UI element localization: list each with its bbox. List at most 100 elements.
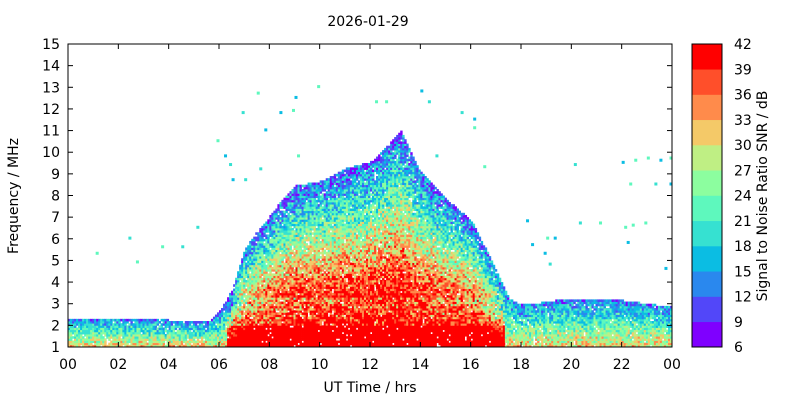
heatmap-cell: [295, 342, 298, 346]
heatmap-cell: [237, 344, 240, 347]
heatmap-cell: [311, 299, 315, 302]
heatmap-cell: [265, 253, 268, 257]
heatmap-cell: [120, 338, 123, 341]
heatmap-cell: [237, 301, 240, 305]
heatmap-cell: [265, 312, 268, 315]
heatmap-cell: [283, 336, 286, 339]
heatmap-cell: [281, 292, 284, 296]
heatmap-cell: [108, 318, 111, 322]
heatmap-cell: [293, 342, 296, 346]
heatmap-cell: [124, 331, 127, 335]
heatmap-cell: [301, 336, 304, 339]
heatmap-cell: [212, 340, 216, 344]
heatmap-cell: [146, 325, 149, 328]
heatmap-cell: [299, 282, 302, 285]
heatmap-cell: [305, 191, 308, 194]
heatmap-cell: [301, 245, 304, 248]
heatmap-cell: [108, 334, 111, 337]
heatmap-cell: [229, 295, 232, 298]
heatmap-cell: [307, 342, 310, 346]
heatmap-cell: [309, 342, 313, 346]
heatmap-cell: [279, 204, 282, 207]
heatmap-cell: [90, 321, 93, 324]
heatmap-cell: [267, 249, 270, 253]
heatmap-cell: [285, 305, 288, 309]
heatmap-cell: [281, 260, 284, 263]
heatmap-cell: [283, 312, 286, 315]
heatmap-cell: [156, 338, 159, 341]
heatmap-cell: [227, 318, 230, 322]
heatmap-cell: [311, 295, 315, 298]
heatmap-cell: [305, 282, 308, 285]
heatmap-cell: [269, 288, 272, 292]
heatmap-cell: [204, 329, 208, 333]
heatmap-cell: [146, 327, 149, 331]
heatmap-cell: [295, 251, 298, 255]
heatmap-cell: [269, 260, 272, 263]
heatmap-cell: [245, 275, 248, 279]
heatmap-cell: [208, 334, 212, 337]
heatmap-cell: [265, 292, 268, 296]
heatmap-cell: [84, 342, 87, 346]
heatmap-cell: [245, 340, 248, 344]
heatmap-cell: [265, 305, 268, 309]
heatmap-cell: [269, 340, 272, 344]
heatmap-cell: [307, 225, 310, 229]
heatmap-cell: [88, 342, 91, 346]
heatmap-cell: [112, 334, 115, 337]
heatmap-cell: [98, 340, 101, 344]
heatmap-cell: [214, 314, 218, 318]
heatmap-cell: [277, 271, 280, 274]
heatmap-cell: [303, 321, 306, 324]
heatmap-cell: [285, 279, 288, 283]
heatmap-cell: [267, 219, 270, 222]
heatmap-cell: [299, 191, 302, 194]
heatmap-cell: [299, 316, 302, 320]
heatmap-cell: [303, 208, 306, 212]
heatmap-cell: [166, 336, 170, 339]
heatmap-cell: [88, 336, 91, 339]
heatmap-cell: [76, 340, 79, 344]
heatmap-cell: [200, 323, 204, 326]
heatmap-cell: [259, 316, 262, 320]
heatmap-cell: [295, 284, 298, 287]
heatmap-cell: [84, 318, 87, 322]
heatmap-cell: [130, 340, 133, 344]
heatmap-cell: [297, 245, 300, 248]
heatmap-cell: [293, 340, 296, 344]
heatmap-cell: [204, 338, 208, 341]
heatmap-cell: [285, 342, 288, 346]
heatmap-cell: [255, 247, 258, 250]
heatmap-cell: [102, 327, 105, 331]
heatmap-cell: [227, 297, 230, 300]
heatmap-cell: [271, 297, 274, 300]
heatmap-cell: [301, 312, 304, 315]
heatmap-cell: [275, 245, 278, 248]
heatmap-cell: [303, 334, 306, 337]
heatmap-cell: [148, 338, 151, 341]
heatmap-cell: [196, 334, 200, 337]
heatmap-cell: [301, 284, 304, 287]
heatmap-cell: [301, 323, 304, 326]
heatmap-cell: [74, 327, 77, 331]
heatmap-cell: [168, 344, 172, 347]
heatmap-cell: [305, 197, 308, 201]
heatmap-cell: [297, 329, 300, 333]
heatmap-cell: [138, 340, 141, 344]
heatmap-cell: [309, 292, 313, 296]
heatmap-cell: [142, 321, 145, 324]
heatmap-cell: [247, 334, 250, 337]
heatmap-cell: [148, 327, 151, 331]
heatmap-cell: [293, 191, 296, 194]
heatmap-cell: [245, 297, 248, 300]
heatmap-cell: [281, 295, 284, 298]
heatmap-cell: [293, 251, 296, 255]
heatmap-cell: [269, 262, 272, 266]
heatmap-cell: [162, 318, 166, 322]
heatmap-cell: [271, 299, 274, 302]
heatmap-cell: [269, 234, 272, 238]
heatmap-cell: [253, 286, 256, 289]
heatmap-cell: [249, 264, 252, 268]
heatmap-cell: [307, 258, 310, 261]
heatmap-cell: [233, 297, 236, 300]
